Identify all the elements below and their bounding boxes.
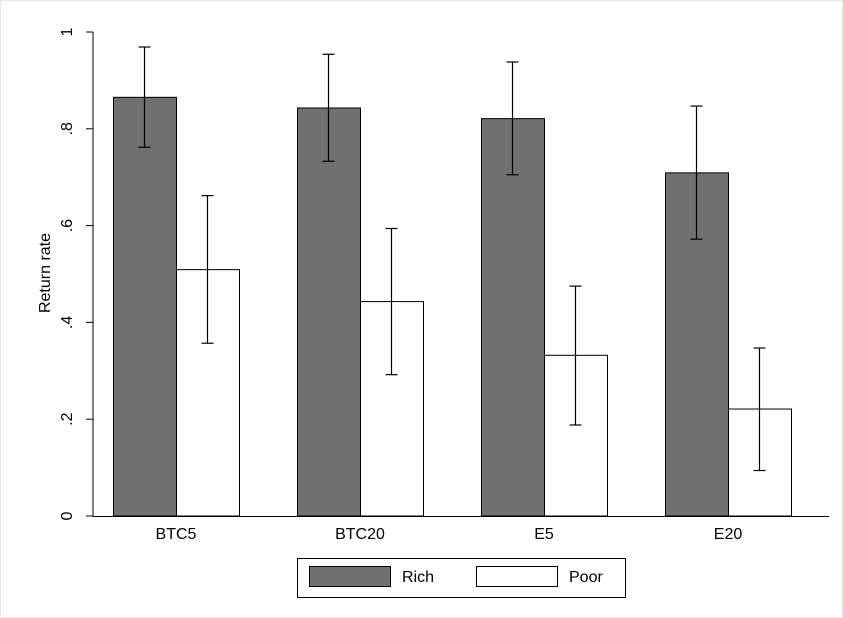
error-bar-poor-e20 bbox=[753, 347, 766, 472]
bar-rich-e5 bbox=[481, 118, 545, 517]
y-tick-label: .8 bbox=[59, 122, 76, 135]
y-tick-label: 1 bbox=[59, 27, 76, 36]
legend-label-poor: Poor bbox=[569, 569, 603, 586]
bar-rich-btc5 bbox=[113, 96, 177, 517]
y-tick-label: 0 bbox=[59, 511, 76, 520]
x-tick-label-btc5: BTC5 bbox=[156, 526, 197, 543]
x-tick-label-e20: E20 bbox=[714, 526, 743, 543]
error-bar-rich-e20 bbox=[690, 105, 703, 240]
legend-swatch-rich bbox=[309, 566, 391, 587]
error-bar-rich-e5 bbox=[506, 61, 519, 176]
legend-swatch-poor bbox=[476, 566, 558, 587]
y-tick-label: .2 bbox=[59, 412, 76, 425]
error-bar-rich-btc5 bbox=[138, 46, 151, 148]
error-bar-poor-btc5 bbox=[201, 194, 214, 344]
y-axis: 0 .2 .4 .6 .8 1 bbox=[59, 27, 829, 520]
error-bar-poor-e5 bbox=[569, 285, 582, 426]
error-bar-rich-btc20 bbox=[322, 53, 335, 162]
error-bar-poor-btc20 bbox=[385, 227, 398, 376]
x-tick-label-btc20: BTC20 bbox=[335, 526, 385, 543]
y-axis-title: Return rate bbox=[37, 233, 54, 313]
x-tick-label-e5: E5 bbox=[534, 526, 554, 543]
plot-area bbox=[113, 46, 792, 517]
y-tick-label: .4 bbox=[59, 316, 76, 329]
bar-rich-btc20 bbox=[297, 107, 361, 517]
x-axis-labels: BTC5 BTC20 E5 E20 bbox=[156, 526, 743, 543]
legend-label-rich: Rich bbox=[402, 569, 434, 586]
legend: Rich Poor bbox=[297, 558, 626, 598]
y-tick-label: .6 bbox=[59, 219, 76, 232]
